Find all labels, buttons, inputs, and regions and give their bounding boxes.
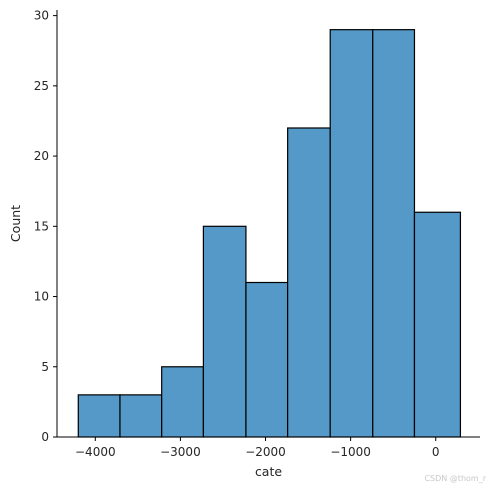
y-axis-title: Count bbox=[8, 205, 23, 242]
histogram-bar-3 bbox=[161, 366, 204, 438]
watermark: CSDN @thom_r bbox=[424, 474, 486, 483]
y-tick-label: 30 bbox=[34, 9, 49, 23]
histogram-bar-2 bbox=[119, 394, 163, 438]
x-axis-ticks: −4000 −3000 −2000 −1000 0 bbox=[75, 437, 440, 459]
histogram-bar-7 bbox=[329, 29, 374, 438]
histogram-bar-6 bbox=[287, 127, 331, 438]
histogram-bar-9 bbox=[413, 211, 462, 438]
axes bbox=[56, 10, 480, 438]
histogram-bar-8 bbox=[372, 29, 416, 438]
x-tick-label: −3000 bbox=[160, 445, 201, 459]
histogram-bar-4 bbox=[202, 225, 247, 438]
y-axis-ticks: 0 5 10 15 20 25 30 bbox=[34, 9, 57, 444]
x-tick-label: −2000 bbox=[245, 445, 286, 459]
histogram-bar-1 bbox=[77, 394, 121, 438]
histogram-bar-5 bbox=[245, 281, 289, 438]
y-tick-label: 0 bbox=[41, 430, 49, 444]
y-tick-label: 20 bbox=[34, 149, 49, 163]
y-tick-label: 15 bbox=[34, 219, 49, 233]
y-tick-label: 5 bbox=[41, 360, 49, 374]
histogram-bars bbox=[77, 29, 462, 438]
x-tick-label: −4000 bbox=[75, 445, 116, 459]
x-tick-label: −1000 bbox=[330, 445, 371, 459]
y-tick-label: 25 bbox=[34, 79, 49, 93]
x-axis-title: cate bbox=[255, 464, 282, 479]
y-tick-label: 10 bbox=[34, 290, 49, 304]
x-tick-label: 0 bbox=[432, 445, 440, 459]
